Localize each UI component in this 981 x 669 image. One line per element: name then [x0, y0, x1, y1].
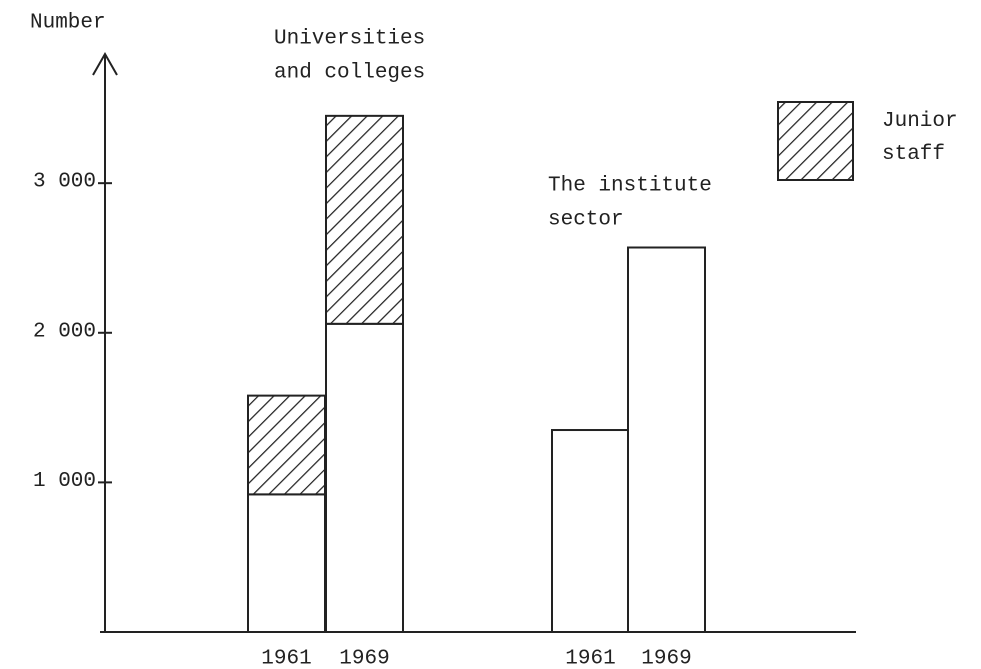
bar-segment	[247, 493, 326, 633]
y-axis-arrow	[92, 51, 118, 76]
y-axis-label: Number	[30, 12, 106, 35]
y-tick-label: 2 000	[33, 320, 96, 343]
group-label: The institute	[548, 175, 712, 198]
bar-segment	[551, 429, 630, 633]
x-tick-label: 1969	[339, 648, 389, 669]
x-tick-label: 1961	[565, 648, 615, 669]
bar-segment	[247, 394, 326, 496]
bar-segment	[325, 114, 404, 325]
legend-label: Junior staff	[882, 110, 958, 166]
bar-segment	[325, 322, 404, 633]
x-tick-label: 1969	[641, 648, 691, 669]
group-label: Universities	[274, 28, 425, 51]
y-tick-label: 1 000	[33, 470, 96, 493]
group-label: sector	[548, 209, 624, 232]
x-tick-label: 1961	[261, 648, 311, 669]
y-tick-label: 3 000	[33, 171, 96, 194]
bar-segment	[627, 246, 706, 633]
legend-swatch	[777, 101, 854, 181]
group-label: and colleges	[274, 62, 425, 85]
